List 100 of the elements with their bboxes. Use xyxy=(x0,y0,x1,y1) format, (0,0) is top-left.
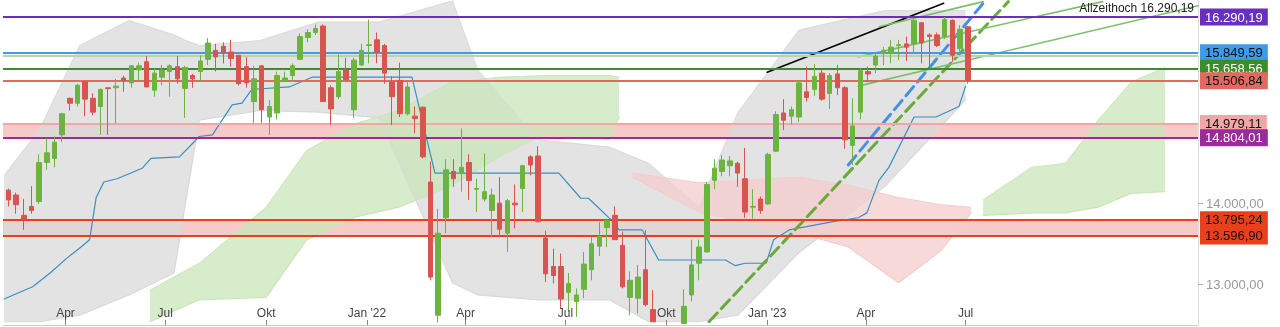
candlestick xyxy=(167,63,172,98)
x-tick-label: Apr xyxy=(456,306,475,320)
ref-line-label: 14.804,01 xyxy=(1205,130,1263,146)
candlestick xyxy=(13,192,19,215)
candlestick xyxy=(320,23,326,103)
x-tick-label: Jul xyxy=(957,306,974,320)
candlestick xyxy=(927,32,932,68)
candlestick xyxy=(888,39,894,64)
candlestick xyxy=(934,32,940,48)
candlestick xyxy=(6,188,11,207)
candlestick xyxy=(650,289,656,323)
candlestick xyxy=(781,98,786,131)
candlestick xyxy=(213,43,218,72)
candlestick xyxy=(428,161,433,281)
candlestick xyxy=(551,248,556,285)
candlestick xyxy=(612,205,618,241)
candlestick xyxy=(712,158,717,190)
candlestick xyxy=(274,71,280,120)
candlestick xyxy=(735,161,740,188)
candlestick xyxy=(474,178,479,213)
ref-line-label: 15.658,56 xyxy=(1205,60,1263,76)
candlestick xyxy=(420,105,426,159)
candlestick xyxy=(113,78,119,124)
x-tick-label: Jan '22 xyxy=(347,306,387,320)
candlestick xyxy=(904,36,909,62)
candlestick xyxy=(835,64,840,96)
candlestick xyxy=(175,55,180,85)
candlestick xyxy=(750,188,756,220)
candlestick xyxy=(244,56,249,89)
candlestick xyxy=(620,231,625,289)
candlestick xyxy=(689,239,694,302)
candlestick xyxy=(259,64,264,124)
candlestick xyxy=(589,236,594,281)
candlestick xyxy=(466,153,472,201)
candlestick xyxy=(129,64,134,89)
candlestick xyxy=(681,288,687,324)
candlestick xyxy=(451,158,456,188)
candlestick xyxy=(297,32,303,61)
candlestick xyxy=(505,198,510,253)
line-series xyxy=(3,76,967,300)
y-tick-label: 13.000,00 xyxy=(1206,276,1264,292)
candlestick xyxy=(865,66,871,83)
annotation: Allzeithoch 16.290,19 xyxy=(1079,1,1195,16)
candlestick xyxy=(942,16,947,40)
candlestick xyxy=(152,67,157,98)
x-tick-label: Okt xyxy=(656,306,677,320)
candlestick xyxy=(443,158,449,234)
candlestick xyxy=(105,87,111,136)
ref-line-label: 13.795,24 xyxy=(1205,212,1263,228)
candlestick xyxy=(36,153,42,205)
candlestick xyxy=(643,229,648,307)
candlestick xyxy=(198,54,203,83)
candlestick xyxy=(159,64,165,86)
candlestick xyxy=(267,99,272,136)
candlestick xyxy=(489,188,495,238)
candlestick xyxy=(765,152,771,206)
candlestick xyxy=(812,63,817,97)
candlestick xyxy=(228,39,234,68)
candlestick xyxy=(558,253,564,310)
candlestick xyxy=(98,88,103,136)
candlestick xyxy=(290,62,295,83)
candlestick xyxy=(351,57,357,119)
x-tick-label: Apr xyxy=(56,306,75,320)
candlestick xyxy=(44,137,50,171)
ref-line-label: 15.849,59 xyxy=(1205,45,1263,61)
candlestick xyxy=(850,97,855,166)
y-tick-label: 14.000,00 xyxy=(1206,195,1264,211)
candlestick xyxy=(597,221,602,257)
candlestick xyxy=(205,37,211,66)
candlestick xyxy=(635,264,641,315)
ref-line-label: 13.596,90 xyxy=(1205,228,1263,244)
candlestick xyxy=(965,25,971,85)
candlestick xyxy=(459,127,464,193)
candlestick xyxy=(873,53,878,74)
candlestick xyxy=(581,251,587,299)
candlestick xyxy=(221,41,226,64)
candlestick xyxy=(842,85,848,150)
candlestick xyxy=(911,18,917,55)
candlestick xyxy=(29,185,34,215)
candlestick xyxy=(121,75,126,93)
candlestick xyxy=(313,23,318,36)
candlestick xyxy=(359,43,364,67)
candlestick xyxy=(604,218,610,248)
ref-line-label: 16.290,19 xyxy=(1205,9,1263,25)
candlestick xyxy=(382,43,387,85)
candlestick xyxy=(789,105,794,125)
candlestick xyxy=(497,176,502,238)
candlestick xyxy=(144,55,149,88)
candlestick xyxy=(389,75,395,126)
x-tick-label: Apr xyxy=(856,306,876,320)
x-tick-label: Jul xyxy=(557,306,574,320)
candlestick xyxy=(896,39,901,61)
candlestick xyxy=(627,270,633,316)
candlestick xyxy=(374,32,380,64)
candlestick xyxy=(881,46,886,66)
candlestick xyxy=(412,105,418,134)
candlestick xyxy=(251,65,257,124)
ref-line-label: 15.506,84 xyxy=(1205,73,1263,89)
candlestick xyxy=(236,54,241,86)
candlestick xyxy=(52,136,57,168)
